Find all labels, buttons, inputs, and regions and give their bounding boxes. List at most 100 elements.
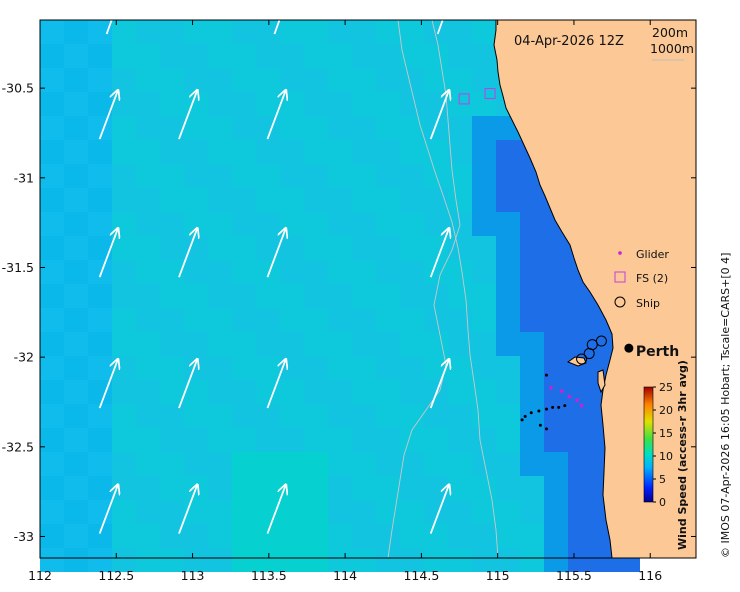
ocean-cell bbox=[208, 116, 232, 140]
ocean-cell bbox=[424, 428, 448, 452]
ocean-cell bbox=[160, 188, 184, 212]
ocean-cell bbox=[280, 44, 304, 68]
ocean-cell bbox=[256, 332, 280, 356]
ocean-cell bbox=[328, 500, 352, 524]
ocean-cell bbox=[520, 284, 544, 308]
ocean-cell bbox=[376, 188, 400, 212]
ocean-cell bbox=[352, 20, 376, 44]
ocean-cell bbox=[520, 236, 544, 260]
ocean-cell bbox=[184, 332, 208, 356]
ocean-cell bbox=[232, 68, 256, 92]
ocean-cell bbox=[328, 428, 352, 452]
ocean-cell bbox=[232, 308, 256, 332]
ocean-cell bbox=[208, 524, 232, 548]
ocean-cell bbox=[520, 452, 544, 476]
ocean-cell bbox=[568, 452, 592, 476]
ocean-cell bbox=[400, 260, 424, 284]
ocean-cell bbox=[352, 68, 376, 92]
ocean-cell bbox=[304, 524, 328, 548]
ocean-cell bbox=[112, 236, 136, 260]
ocean-cell bbox=[64, 116, 88, 140]
ocean-cell bbox=[496, 548, 520, 572]
ocean-cell bbox=[424, 524, 448, 548]
ocean-cell bbox=[400, 428, 424, 452]
ocean-cell bbox=[160, 284, 184, 308]
ocean-cell bbox=[328, 404, 352, 428]
ocean-cell bbox=[304, 260, 328, 284]
track-dot bbox=[551, 405, 555, 409]
ocean-cell bbox=[208, 452, 232, 476]
colorbar-title: Wind Speed (access-r 3hr avg) bbox=[676, 360, 689, 550]
wind-arrow bbox=[178, 486, 197, 534]
credit-text: © IMOS 07-Apr-2026 16:05 Hobart; Tscale=… bbox=[719, 253, 732, 558]
ocean-cell bbox=[568, 548, 592, 572]
x-tick-label: 113.5 bbox=[251, 568, 287, 583]
ocean-cell bbox=[88, 260, 112, 284]
ocean-cell bbox=[256, 284, 280, 308]
x-tick-label: 112.5 bbox=[98, 568, 134, 583]
wind-arrow bbox=[266, 229, 285, 278]
ocean-cell bbox=[232, 164, 256, 188]
ocean-cell bbox=[544, 452, 568, 476]
ocean-cell bbox=[184, 356, 208, 380]
ocean-cell bbox=[472, 524, 496, 548]
ocean-cell bbox=[64, 140, 88, 164]
fs-stations bbox=[458, 88, 496, 105]
ocean-cell bbox=[328, 212, 352, 236]
colorbar-tick-label: 0 bbox=[659, 496, 666, 509]
ocean-cell bbox=[328, 44, 352, 68]
map-title: 04-Apr-2026 12Z bbox=[514, 34, 624, 49]
ocean-cell bbox=[328, 308, 352, 332]
ocean-cell bbox=[472, 476, 496, 500]
ocean-cell bbox=[280, 548, 304, 572]
ocean-cell bbox=[40, 20, 64, 44]
ocean-cell bbox=[136, 68, 160, 92]
ocean-cell bbox=[472, 20, 496, 44]
ocean-cell bbox=[304, 500, 328, 524]
ocean-cell bbox=[448, 236, 472, 260]
ocean-cell bbox=[40, 428, 64, 452]
ocean-cell bbox=[448, 332, 472, 356]
ocean-cell bbox=[496, 284, 520, 308]
ship-marker bbox=[595, 335, 607, 347]
ocean-cell bbox=[208, 164, 232, 188]
ocean-cell bbox=[352, 284, 376, 308]
ocean-cell bbox=[256, 356, 280, 380]
ocean-cell bbox=[88, 140, 112, 164]
ocean-cell bbox=[256, 524, 280, 548]
ocean-cell bbox=[544, 308, 568, 332]
ocean-cell bbox=[136, 548, 160, 572]
ocean-cell bbox=[184, 428, 208, 452]
ship-marker bbox=[576, 353, 588, 365]
ocean-cell bbox=[40, 44, 64, 68]
ocean-cell bbox=[256, 476, 280, 500]
ocean-cell bbox=[400, 284, 424, 308]
track-dot bbox=[537, 409, 541, 413]
ocean-cell bbox=[520, 332, 544, 356]
ocean-cell bbox=[400, 212, 424, 236]
ocean-cell bbox=[280, 524, 304, 548]
ocean-cell bbox=[160, 164, 184, 188]
ocean-cell bbox=[376, 20, 400, 44]
ocean-cell bbox=[232, 188, 256, 212]
ocean-cell bbox=[40, 380, 64, 404]
ocean-cell bbox=[160, 548, 184, 572]
ocean-cell bbox=[160, 212, 184, 236]
ocean-cell bbox=[208, 548, 232, 572]
wind-arrow bbox=[429, 91, 449, 140]
ocean-cell bbox=[352, 500, 376, 524]
ocean-cell bbox=[376, 284, 400, 308]
ocean-cell bbox=[424, 44, 448, 68]
ocean-cell bbox=[472, 44, 496, 68]
ocean-cell bbox=[280, 164, 304, 188]
glider-dot bbox=[559, 389, 564, 394]
ocean-cell bbox=[40, 164, 64, 188]
ocean-cell bbox=[160, 236, 184, 260]
ocean-cell bbox=[304, 404, 328, 428]
glider-track bbox=[549, 385, 584, 408]
ocean-cell bbox=[160, 308, 184, 332]
ocean-cell bbox=[496, 260, 520, 284]
ocean-cell bbox=[160, 44, 184, 68]
ocean-cell bbox=[208, 188, 232, 212]
perth-marker bbox=[624, 343, 634, 353]
